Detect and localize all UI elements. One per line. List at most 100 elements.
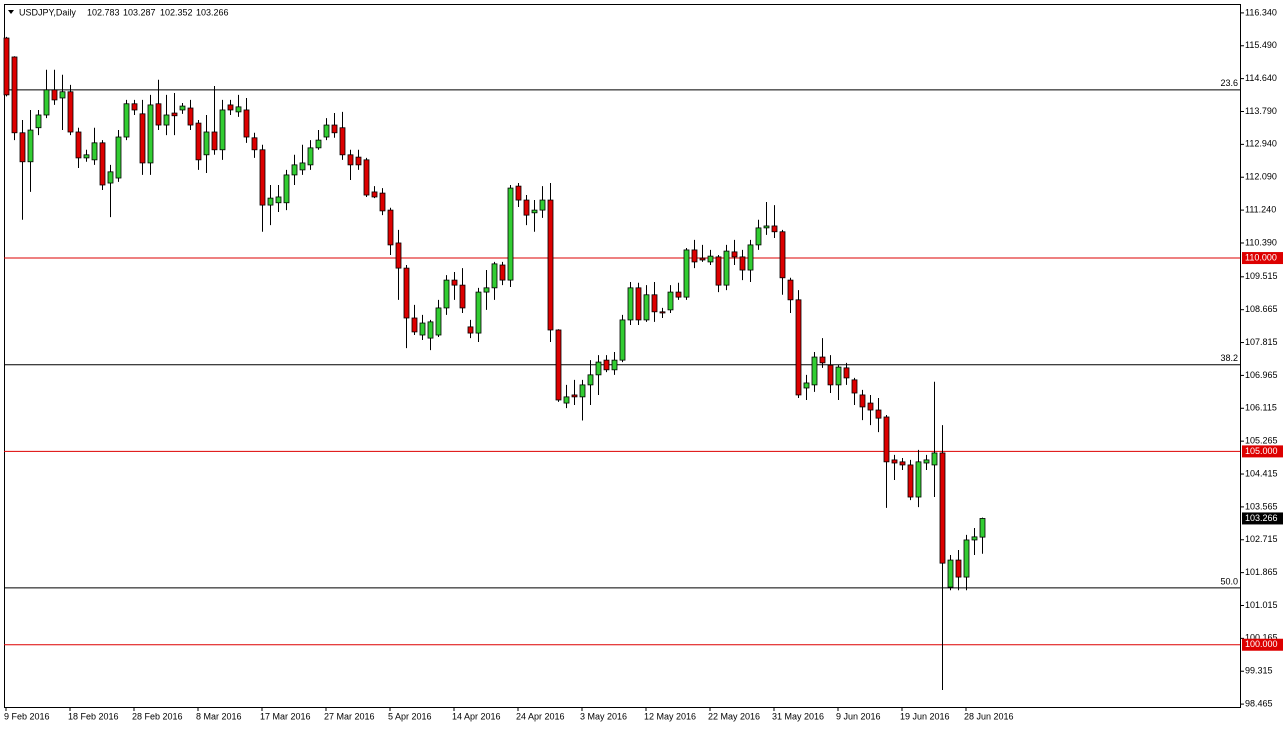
candle-body — [411, 317, 418, 333]
x-tick-label: 8 Mar 2016 — [196, 711, 242, 721]
level-tag — [1242, 252, 1283, 265]
candle-body — [835, 366, 842, 386]
candle-body — [435, 307, 442, 336]
candle-body — [91, 142, 98, 161]
candle-body — [155, 103, 162, 126]
candle-body — [867, 402, 874, 411]
x-tick-label: 28 Jun 2016 — [964, 711, 1014, 721]
candle-body — [443, 279, 450, 309]
candle-body — [859, 394, 866, 408]
candle-body — [291, 164, 298, 176]
x-tick-label: 27 Mar 2016 — [324, 711, 375, 721]
menu-arrow[interactable] — [8, 10, 14, 14]
candle-body — [683, 249, 690, 298]
candle-body — [875, 409, 882, 419]
candle-body — [507, 187, 514, 281]
y-tick-label: 104.415 — [1245, 468, 1278, 478]
candle-body — [195, 122, 202, 161]
candle-body — [755, 227, 762, 246]
level-tag — [1242, 638, 1283, 651]
candle-body — [939, 452, 946, 564]
candle-body — [843, 367, 850, 379]
candle-body — [243, 109, 250, 138]
candle-body — [915, 461, 922, 498]
candle-body — [251, 137, 258, 151]
candle-body — [979, 518, 986, 538]
candle-body — [395, 242, 402, 269]
candle-body — [211, 131, 218, 151]
candle-body — [715, 256, 722, 286]
candle-body — [595, 361, 602, 376]
candle-body — [779, 231, 786, 279]
y-tick-label: 101.865 — [1245, 567, 1278, 577]
candle-body — [819, 356, 826, 364]
candle-body — [611, 359, 618, 371]
candle-body — [227, 104, 234, 111]
candle-body — [147, 104, 154, 164]
candle-body — [907, 464, 914, 498]
candle-body — [107, 171, 114, 184]
level-tag-label: 100.000 — [1245, 639, 1278, 649]
candle-body — [571, 394, 578, 398]
level-tag-label: 110.000 — [1245, 252, 1277, 262]
candle-body — [651, 294, 658, 313]
candle-body — [3, 37, 10, 96]
candle-body — [43, 89, 50, 116]
price-tag-label: 103.266 — [1245, 513, 1278, 523]
candle-body — [947, 559, 954, 588]
candle-body — [307, 147, 314, 166]
candle-body — [555, 329, 562, 401]
candle-body — [643, 294, 650, 321]
candle-body — [563, 396, 570, 404]
candle-body — [179, 105, 186, 111]
y-tick-label: 114.640 — [1245, 73, 1277, 83]
chart-title: USDJPY,Daily — [19, 7, 76, 17]
candle-body — [219, 109, 226, 151]
y-tick-label: 115.490 — [1245, 40, 1277, 50]
y-tick-label: 106.115 — [1245, 403, 1277, 413]
candle-body — [275, 196, 282, 204]
candle-body — [675, 291, 682, 298]
candle-body — [931, 452, 938, 466]
header-close: 103.266 — [196, 7, 229, 17]
level-tag-label: 105.000 — [1245, 446, 1278, 456]
y-tick-label: 105.265 — [1245, 436, 1278, 446]
candle-body — [67, 91, 74, 133]
x-tick-label: 22 May 2016 — [708, 711, 760, 721]
y-tick-label: 112.940 — [1245, 139, 1277, 149]
candle-body — [331, 124, 338, 134]
candle-body — [315, 139, 322, 149]
candle-body — [883, 416, 890, 463]
candle-body — [803, 382, 810, 389]
fib-label: 38.2 — [1220, 353, 1238, 363]
price-tag — [1242, 512, 1283, 525]
y-tick-label: 106.965 — [1245, 370, 1278, 380]
candle-body — [531, 209, 538, 214]
candle-body — [467, 326, 474, 334]
candle-body — [83, 154, 90, 159]
x-tick-label: 28 Feb 2016 — [132, 711, 183, 721]
candle-body — [267, 197, 274, 206]
candle-body — [11, 56, 18, 134]
candle-body — [963, 539, 970, 578]
x-tick-label: 5 Apr 2016 — [388, 711, 432, 721]
candle-body — [587, 374, 594, 386]
fib-label: 23.6 — [1220, 78, 1238, 88]
candle-body — [339, 127, 346, 156]
candle-body — [475, 291, 482, 334]
candle-body — [99, 142, 106, 186]
candle-body — [795, 299, 802, 396]
candle-body — [483, 287, 490, 293]
candle-body — [427, 321, 434, 339]
x-tick-label: 12 May 2016 — [644, 711, 696, 721]
header-high: 103.287 — [123, 7, 156, 17]
candle-body — [403, 267, 410, 319]
candle-body — [363, 159, 370, 196]
candle-body — [203, 131, 210, 156]
candle-body — [619, 319, 626, 361]
x-tick-label: 14 Apr 2016 — [452, 711, 501, 721]
y-tick-label: 99.315 — [1245, 666, 1273, 676]
y-tick-label: 103.565 — [1245, 501, 1278, 511]
candle-body — [75, 131, 82, 159]
